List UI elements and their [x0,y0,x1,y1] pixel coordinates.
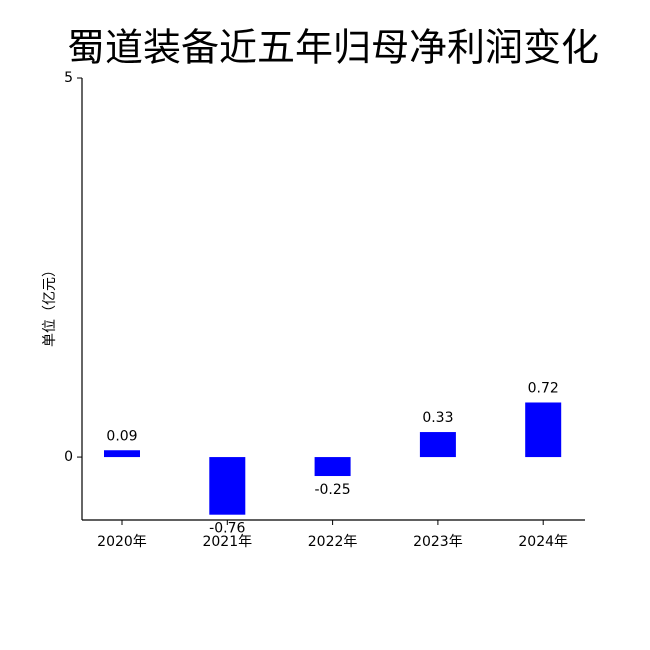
y-tick-label: 0 [64,449,73,465]
x-tick-label: 2020年 [97,534,147,550]
y-tick-label: 5 [64,70,73,86]
bar [314,457,351,477]
x-tick-label: 2024年 [518,534,568,550]
chart-title: 蜀道装备近五年归母净利润变化 [67,26,599,70]
value-label: -0.76 [209,521,245,537]
value-label: -0.25 [314,482,350,498]
value-label: 0.09 [106,428,137,444]
x-tick-label: 2021年 [202,534,252,550]
value-label: 0.33 [422,410,453,426]
bar [209,457,246,515]
bar [419,432,456,458]
value-label: 0.72 [528,380,559,396]
x-tick-label: 2022年 [308,534,358,550]
x-tick-label: 2023年 [413,534,463,550]
bar [104,450,140,458]
bar [525,402,562,458]
y-axis-label: 单位（亿元） [42,263,58,347]
